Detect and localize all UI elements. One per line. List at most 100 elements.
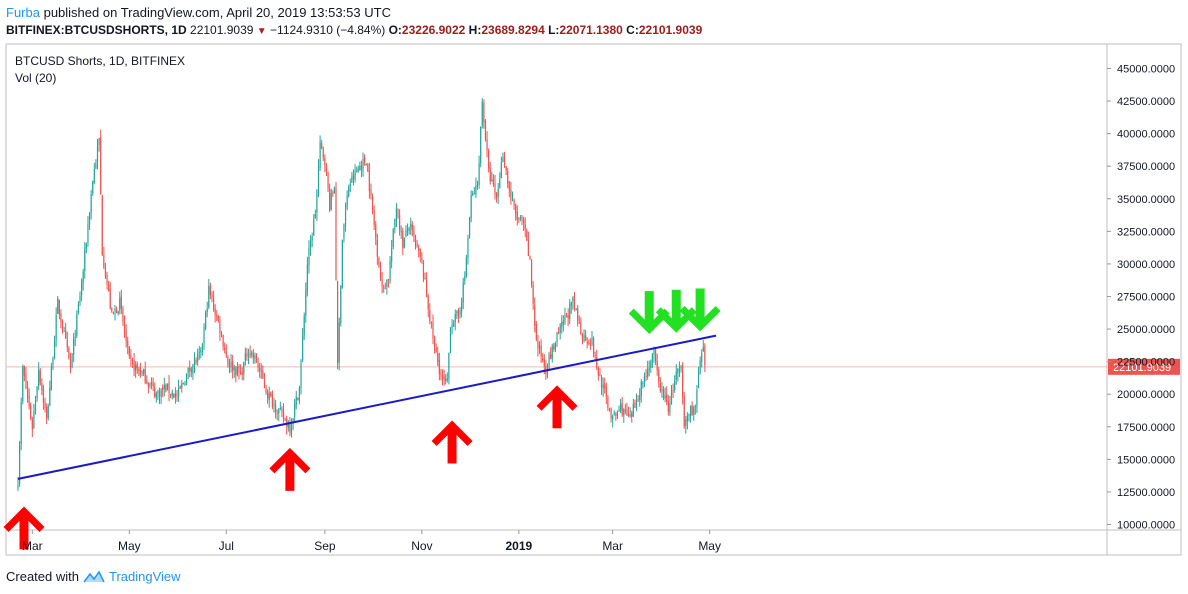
y-tick-label: 15000.0000 [1117,454,1175,466]
candle-body [453,323,455,327]
candle-body [278,409,280,414]
candle-body [292,418,294,423]
candle-body [413,229,415,237]
candle-body [523,219,525,224]
candle-body [120,296,122,309]
candle-body [612,416,614,420]
candle-body [653,349,655,355]
candle-body [228,363,231,367]
candle-body [88,213,91,225]
candle-body [476,184,479,186]
open-value: 23226.9022 [401,23,466,37]
candle-body [362,158,364,170]
candle-body [336,281,339,363]
candle-body [122,309,124,322]
candle-body [321,143,323,149]
author-link[interactable]: Furba [6,5,40,20]
candle-body [443,376,445,380]
last-value: 22101.9039 [190,23,254,37]
candle-body [642,382,644,384]
change-value: −1124.9310 (−4.84%) [270,23,386,37]
candle-body [335,187,337,281]
down-arrow-icon[interactable] [679,305,721,332]
candle-body [225,351,227,356]
candle-body [254,355,256,359]
candle-body [675,371,677,380]
y-tick-label: 25000.0000 [1117,324,1175,336]
candle-body [613,412,615,415]
candle-body [68,347,70,358]
candle-body [259,368,261,371]
x-tick-label: May [118,539,141,553]
last-price-label: 22101.9039 [1113,362,1171,374]
candle-body [529,255,531,260]
candle-body [79,295,81,304]
low-label: L: [548,23,560,37]
candle-body [346,196,348,209]
candle-body [508,182,510,190]
up-arrow-icon[interactable] [3,506,45,532]
candle-body [279,407,281,409]
candle-body [168,382,170,394]
up-arrow-icon[interactable] [536,385,578,411]
candle-body [82,271,84,283]
candle-body [686,416,688,422]
candle-body [488,150,490,169]
candle-body [651,354,654,363]
candle-body [410,224,412,228]
candle-body [155,393,157,398]
candle-body [252,353,254,358]
candle-body [109,290,111,309]
candle-body [406,229,409,231]
candle-body [284,418,286,420]
candle-body [465,257,467,278]
candle-body [356,171,358,173]
candle-body [65,330,67,339]
candle-body [224,347,226,351]
candle-body [569,304,571,320]
candle-body [639,395,641,400]
up-arrow-icon[interactable] [269,447,311,474]
candle-body [200,349,202,353]
candle-body [63,330,65,332]
candle-body [190,368,192,373]
candle-body [46,406,48,419]
candle-body [182,383,184,385]
candle-body [28,395,30,407]
candle-body [486,139,488,151]
candle-body [515,204,517,213]
candle-body [403,237,405,248]
support-trendline[interactable] [17,334,717,480]
candle-body [556,332,558,342]
candle-body [298,387,301,402]
candle-body [440,373,442,375]
candle-body [238,365,240,373]
candle-body [578,322,580,324]
candle-body [540,345,542,357]
candle-body [349,184,351,187]
candle-body [693,407,695,415]
candle-body [60,313,62,323]
candle-body [645,376,647,378]
candle-body [565,316,568,318]
candle-body [69,359,72,368]
candle-body [274,404,277,413]
candle-body [247,354,250,356]
candle-body [499,179,501,189]
y-tick-label: 12500.0000 [1117,487,1175,499]
candle-body [494,183,496,195]
candle-body [160,389,162,397]
y-tick-label: 45000.0000 [1117,64,1175,76]
candle-body [535,324,537,340]
up-arrow-icon[interactable] [431,420,473,446]
candle-body [570,302,572,306]
candle-body [573,297,576,310]
candle-body [243,361,245,375]
candle-body [387,279,390,281]
candle-body [197,354,199,362]
candle-body [585,335,587,341]
candle-body [33,411,35,429]
candle-body [421,258,423,261]
tradingview-link[interactable]: TradingView [108,569,181,584]
